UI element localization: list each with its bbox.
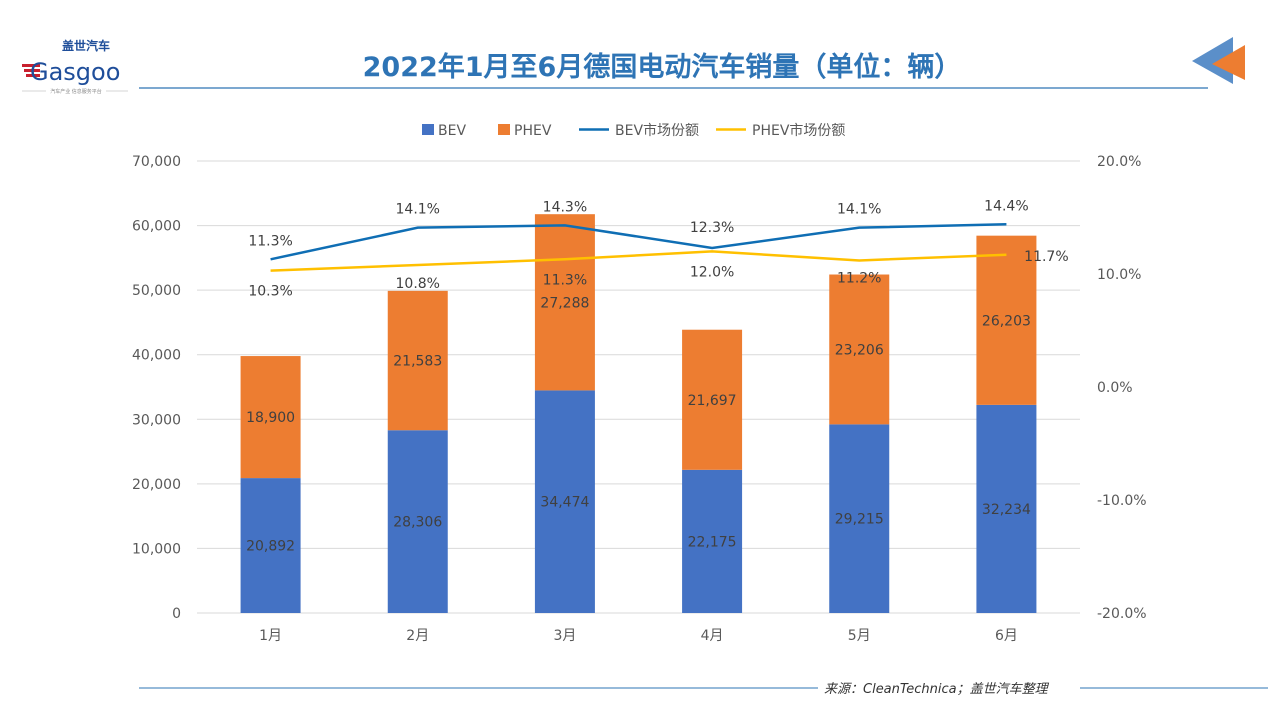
- bev-share-label: 14.1%: [396, 202, 440, 218]
- bar-bev-label: 28,306: [393, 515, 442, 531]
- bar-phev-label: 27,288: [540, 295, 589, 311]
- page-title: 2022年1月至6月德国电动汽车销量（单位：辆）: [363, 51, 962, 83]
- x-tick-label: 4月: [701, 628, 724, 644]
- bar-phev: [387, 290, 448, 431]
- phev-share-label: 12.0%: [690, 264, 734, 280]
- y-left-tick-label: 60,000: [132, 219, 181, 235]
- bar-phev-label: 21,583: [393, 354, 442, 370]
- bar-bev: [682, 469, 743, 613]
- y-right-tick-label: 20.0%: [1097, 154, 1141, 170]
- legend-swatch: [498, 124, 510, 135]
- legend-label: PHEV: [514, 123, 552, 139]
- arrow-decoration-icon: [1192, 37, 1245, 84]
- bar-bev: [534, 390, 595, 613]
- bev-share-label: 14.1%: [837, 202, 881, 218]
- x-tick-label: 3月: [553, 628, 576, 644]
- bar-bev-label: 32,234: [982, 502, 1031, 518]
- bar-phev: [976, 235, 1037, 405]
- y-left-tick-label: 50,000: [132, 283, 181, 299]
- y-right-tick-label: 0.0%: [1097, 380, 1133, 396]
- x-tick-label: 5月: [848, 628, 871, 644]
- gasgoo-logo: Gasgoo 盖世汽车 汽车产业 信息服务平台: [22, 38, 128, 95]
- legend: BEV PHEV BEV市场份额 PHEV市场份额: [422, 122, 845, 139]
- bar-phev-label: 26,203: [982, 313, 1031, 329]
- phev-share-label: 11.2%: [837, 270, 881, 286]
- svg-text:Gasgoo: Gasgoo: [30, 58, 120, 86]
- bar-phev-label: 18,900: [246, 410, 295, 426]
- y-left-tick-label: 20,000: [132, 477, 181, 493]
- y-right-tick-label: -20.0%: [1097, 606, 1147, 622]
- bar-phev: [534, 214, 595, 391]
- legend-swatch: [422, 124, 434, 135]
- bev-share-label: 14.4%: [984, 198, 1028, 214]
- bar-bev-label: 22,175: [688, 534, 737, 550]
- bev-share-label: 14.3%: [543, 199, 587, 215]
- y-left-tick-label: 30,000: [132, 412, 181, 428]
- bev-share-label: 12.3%: [690, 220, 734, 236]
- bar-bev-label: 34,474: [540, 495, 589, 511]
- phev-share-label: 10.8%: [396, 276, 440, 292]
- y-left-tick-label: 10,000: [132, 541, 181, 557]
- bar-bev: [240, 478, 301, 613]
- bar-bev-label: 29,215: [835, 512, 884, 528]
- bar-phev: [682, 329, 743, 470]
- legend-label: BEV市场份额: [615, 122, 699, 139]
- phev-share-label: 10.3%: [248, 284, 292, 300]
- bar-bev: [976, 404, 1037, 613]
- legend-label: BEV: [438, 123, 466, 139]
- x-tick-label: 2月: [406, 628, 429, 644]
- bev-share-line: [270, 223, 1007, 261]
- bar-bev-label: 20,892: [246, 539, 295, 555]
- bar-bev: [829, 424, 890, 613]
- bar-bev: [387, 430, 448, 613]
- bar-phev: [829, 274, 890, 425]
- y-right-tick-label: -10.0%: [1097, 493, 1147, 509]
- bar-phev: [240, 356, 301, 479]
- phev-share-label: 11.7%: [1024, 249, 1068, 265]
- svg-text:盖世汽车: 盖世汽车: [62, 38, 110, 53]
- y-left-tick-label: 40,000: [132, 348, 181, 364]
- source-note: 来源：CleanTechnica；盖世汽车整理: [824, 682, 1050, 697]
- legend-label: PHEV市场份额: [752, 122, 845, 139]
- x-tick-label: 6月: [995, 628, 1018, 644]
- bar-phev-label: 23,206: [835, 342, 884, 358]
- y-left-tick-label: 0: [172, 606, 181, 622]
- phev-share-line: [270, 250, 1007, 272]
- y-left-tick-label: 70,000: [132, 154, 181, 170]
- phev-share-label: 11.3%: [543, 272, 587, 288]
- bar-phev-label: 21,697: [688, 393, 737, 409]
- y-right-tick-label: 10.0%: [1097, 267, 1141, 283]
- x-tick-label: 1月: [259, 628, 282, 644]
- bev-share-label: 11.3%: [248, 233, 292, 249]
- svg-text:汽车产业 信息服务平台: 汽车产业 信息服务平台: [50, 88, 102, 95]
